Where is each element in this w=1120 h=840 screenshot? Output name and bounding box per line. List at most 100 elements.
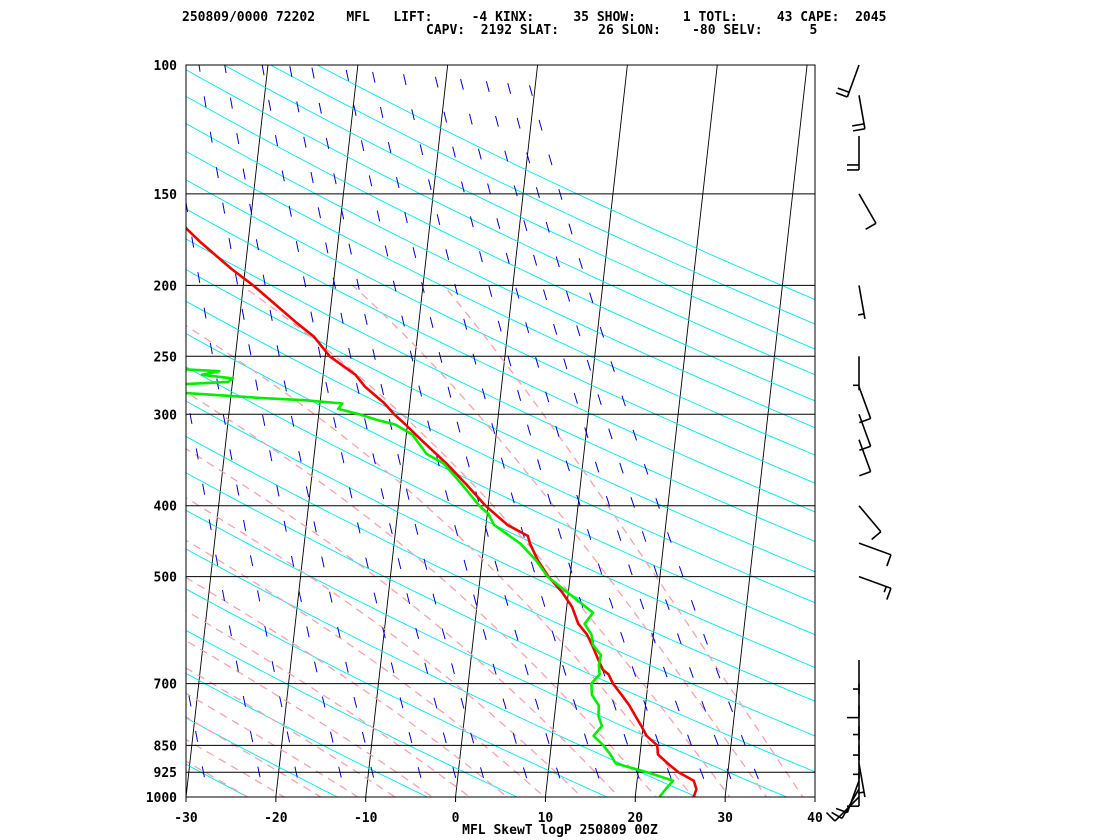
- mixing-ratio-line: [224, 65, 380, 797]
- header-line-2: CAPV: 2192 SLAT: 26 SLON: -80 SELV: 5: [426, 23, 817, 38]
- dry-adiabat-line: [223, 65, 815, 350]
- dry-adiabat-line: [186, 150, 815, 456]
- moist-adiabat-line: [186, 738, 286, 797]
- mixing-ratio-line: [198, 65, 347, 797]
- dry-adiabat-line: [186, 269, 815, 573]
- moist-adiabat-line: [186, 324, 694, 797]
- isotherm-line: [186, 65, 269, 797]
- pressure-tick-label: 300: [154, 408, 178, 423]
- wind-barb: [853, 705, 860, 740]
- pressure-tick-label: 250: [154, 350, 178, 365]
- isotherm-line: [903, 49, 989, 813]
- header-line-1: 250809/0000 72202 MFL LIFT: -4 KINX: 35 …: [182, 10, 886, 25]
- wind-barb: [858, 413, 872, 452]
- wind-barb: [847, 135, 860, 171]
- dry-adiabat-line: [186, 179, 815, 484]
- mixing-ratio-line: [37, 65, 146, 813]
- dry-adiabat-line: [186, 717, 339, 797]
- dry-adiabat-line: [186, 588, 609, 797]
- temperature-tick-label: -20: [264, 811, 288, 826]
- pressure-tick-label: 700: [154, 678, 178, 693]
- dry-adiabat-line: [269, 65, 815, 325]
- wind-barb-half-flag: [857, 313, 865, 316]
- wind-barb-flag: [852, 127, 866, 132]
- wind-barb-staff: [858, 763, 866, 798]
- moist-adiabat-line: [186, 576, 509, 797]
- wind-barb: [853, 726, 860, 761]
- wind-barb-staff: [858, 505, 882, 533]
- wind-barb: [858, 193, 877, 231]
- moist-adiabat-line: [186, 760, 249, 797]
- moist-adiabat-line: [186, 716, 323, 797]
- pressure-tick-label: 925: [154, 766, 177, 781]
- temperature-profile-line: [186, 226, 698, 797]
- wind-barb-staff: [858, 285, 866, 319]
- plot-frame: [185, 64, 816, 798]
- mixing-ratio-line: [502, 65, 739, 797]
- dry-adiabat-line: [186, 629, 519, 797]
- wind-barb: [852, 95, 866, 132]
- wind-barb: [847, 772, 860, 808]
- isotherm-line: [544, 65, 628, 797]
- dry-adiabat-line: [186, 238, 815, 542]
- isotherm-line: [724, 65, 808, 797]
- wind-barb-staff: [846, 64, 860, 98]
- moist-adiabat-line: [186, 639, 434, 797]
- wind-barb-staff: [858, 575, 892, 590]
- dewpoint-profile-line: [186, 368, 675, 797]
- dry-adiabat-line: [186, 208, 815, 513]
- wind-barb-flag: [865, 222, 877, 231]
- temperature-axis: -30 -20 -10 0 10 20 30 40: [174, 797, 823, 826]
- pressure-tick-label: 850: [154, 739, 178, 754]
- wind-barb-flag: [825, 811, 836, 822]
- moist-adiabat-line: [186, 610, 471, 797]
- pressure-tick-label: 1000: [146, 791, 177, 806]
- wind-barb: [853, 660, 860, 695]
- mixing-ratio-line: [186, 676, 209, 797]
- pressure-tick-label: 150: [154, 188, 178, 203]
- dry-adiabat-line: [186, 672, 429, 797]
- wind-barb-staff: [858, 386, 872, 419]
- moist-adiabat-line: [186, 448, 620, 797]
- wind-barb-half-flag: [857, 791, 865, 794]
- pressure-tick-label: 400: [154, 500, 178, 515]
- dry-adiabat-line: [186, 509, 788, 797]
- mixing-ratio-line: [523, 65, 766, 797]
- isotherm-line: [275, 65, 359, 797]
- dry-adiabat-line: [186, 472, 815, 773]
- isotherm-line: [814, 793, 815, 797]
- pressure-axis: 100 150 200 250 300 400 500 700 850 925 1000: [146, 59, 177, 806]
- wind-barb-flag: [859, 470, 871, 477]
- moist-adiabat-line: [241, 284, 731, 797]
- temperature-tick-label: 20: [627, 811, 643, 826]
- dry-adiabat-line: [186, 69, 815, 376]
- wind-barb: [835, 64, 860, 98]
- mixing-ratio-line: [481, 65, 712, 797]
- wind-barb: [853, 356, 860, 391]
- wind-barb: [853, 745, 860, 780]
- dry-adiabat-line: [186, 123, 815, 429]
- moist-adiabat-line: [186, 667, 397, 797]
- temperature-tick-label: 40: [807, 811, 823, 826]
- wind-barb: [858, 439, 872, 477]
- mixing-ratio-line: [0, 65, 84, 813]
- wind-barb: [858, 505, 882, 541]
- pressure-tick-label: 500: [154, 571, 178, 586]
- dry-adiabat-line: [186, 400, 815, 702]
- wind-barb-staff: [846, 780, 860, 813]
- mixing-ratio-line: [456, 65, 679, 797]
- wind-barb: [858, 386, 872, 424]
- wind-barb-flag: [835, 92, 848, 98]
- wind-barb-flag: [886, 588, 892, 600]
- isotherm-line: [94, 49, 179, 813]
- isotherm-line: [455, 65, 539, 797]
- mixing-ratio-line: [400, 65, 606, 797]
- wind-barb-flag: [835, 807, 848, 814]
- mixing-ratio-line: [186, 387, 265, 797]
- mixing-ratio-line: [344, 65, 533, 797]
- dry-adiabat-line: [186, 300, 815, 604]
- moist-adiabat-line: [352, 284, 768, 797]
- background-lines: [0, 49, 989, 813]
- isotherm-line: [5, 49, 91, 813]
- wind-barb: [857, 763, 866, 798]
